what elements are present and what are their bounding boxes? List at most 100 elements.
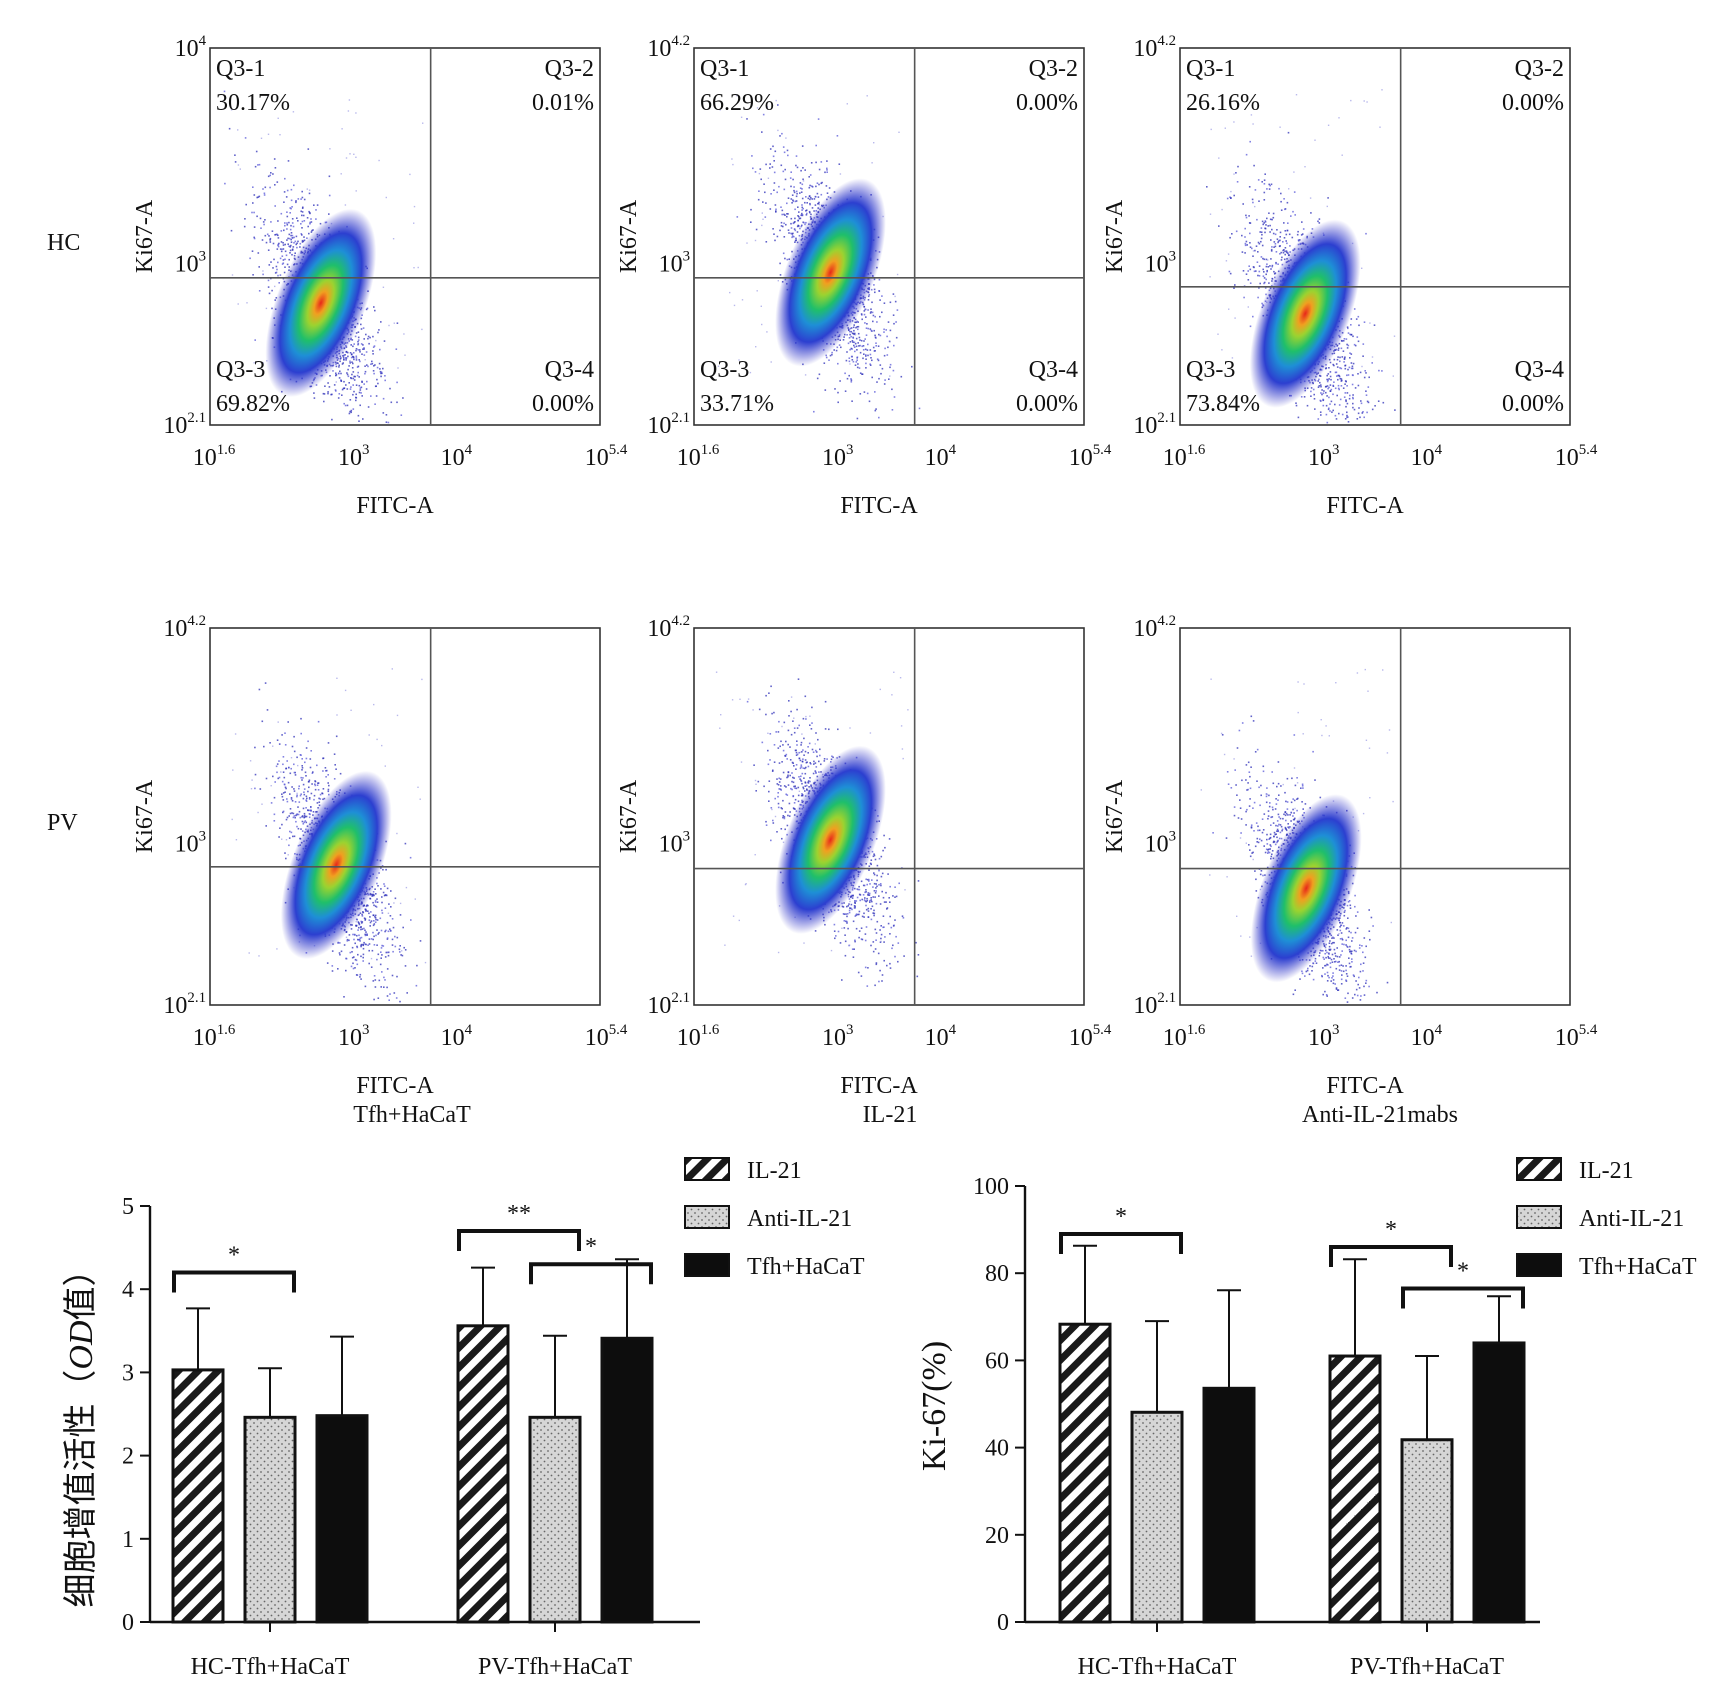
scatter-point xyxy=(849,333,851,336)
scatter-point xyxy=(371,949,374,952)
scatter-outlier xyxy=(1369,322,1371,324)
scatter-point xyxy=(249,257,251,260)
scatter-point xyxy=(350,377,353,380)
scatter-point xyxy=(346,388,349,390)
scatter-point xyxy=(277,274,279,277)
scatter-point xyxy=(1318,378,1320,381)
y-tick-label-exp: 3 xyxy=(199,249,206,265)
scatter-point xyxy=(373,944,376,946)
scatter-outlier xyxy=(760,305,762,307)
scatter-point xyxy=(870,311,872,313)
scatter-point xyxy=(818,168,821,171)
scatter-point xyxy=(333,778,336,780)
x-tick-label-base: 10 xyxy=(1411,445,1435,471)
scatter-point xyxy=(280,241,283,243)
scatter-point xyxy=(1350,334,1352,336)
scatter-point xyxy=(884,347,886,350)
scatter-point xyxy=(1337,356,1339,358)
scatter-point xyxy=(345,350,348,353)
scatter-point xyxy=(1285,233,1288,236)
scatter-point xyxy=(809,203,811,206)
scatter-point xyxy=(1339,377,1342,380)
scatter-point xyxy=(402,397,404,399)
scatter-point xyxy=(351,367,354,369)
scatter-outlier xyxy=(1233,173,1235,175)
scatter-point xyxy=(854,350,856,353)
scatter-point xyxy=(409,856,412,859)
scatter-point xyxy=(340,372,342,375)
scatter-point xyxy=(309,212,311,215)
scatter-point xyxy=(277,237,280,239)
scatter-point xyxy=(243,225,246,228)
scatter-point xyxy=(863,310,866,312)
scatter-point xyxy=(293,750,296,753)
scatter-point xyxy=(301,207,304,209)
scatter-outlier xyxy=(237,164,240,166)
scatter-point xyxy=(1274,245,1277,248)
scatter-point xyxy=(363,383,365,385)
scatter-point xyxy=(311,783,313,785)
scatter-outlier xyxy=(1366,101,1368,103)
scatter-point xyxy=(362,327,365,329)
scatter-point xyxy=(1295,404,1298,407)
scatter-point xyxy=(366,307,369,310)
x-tick-label-base: 10 xyxy=(1069,445,1093,471)
scatter-point xyxy=(1270,239,1272,241)
scatter-point xyxy=(763,183,765,185)
scatter-point xyxy=(797,206,799,208)
scatter-point xyxy=(360,392,362,394)
scatter-point xyxy=(331,950,334,952)
scatter-point xyxy=(1358,407,1360,409)
scatter-point xyxy=(762,201,764,203)
scatter-point xyxy=(874,291,876,294)
y-tick-label: 104.2 xyxy=(1133,33,1176,62)
scatter-point xyxy=(290,241,293,243)
scatter-point xyxy=(804,169,806,171)
scatter-point xyxy=(338,393,341,395)
scatter-point xyxy=(858,345,860,347)
scatter-point xyxy=(305,799,307,801)
scatter-point xyxy=(836,346,839,349)
scatter-point xyxy=(327,392,329,395)
scatter-point xyxy=(1330,400,1333,403)
scatter-point xyxy=(875,342,877,344)
scatter-point xyxy=(285,787,287,790)
scatter-point xyxy=(261,239,264,241)
scatter-point xyxy=(1248,265,1250,267)
scatter-point xyxy=(382,412,385,414)
scatter-point xyxy=(1322,404,1325,407)
scatter-point xyxy=(1352,362,1355,365)
scatter-outlier xyxy=(421,328,423,331)
scatter-point xyxy=(850,330,853,333)
scatter-point xyxy=(1257,179,1260,181)
scatter-outlier xyxy=(733,304,736,307)
scatter-point xyxy=(387,930,390,933)
scatter-point xyxy=(1275,261,1277,264)
scatter-outlier xyxy=(1231,357,1234,359)
scatter-point xyxy=(861,314,863,316)
scatter-outlier xyxy=(353,153,355,155)
scatter-point xyxy=(1287,222,1289,224)
scatter-point xyxy=(273,820,276,822)
scatter-point xyxy=(862,345,865,347)
scatter-point xyxy=(817,196,820,198)
scatter-outlier xyxy=(1224,127,1226,129)
scatter-point xyxy=(780,225,783,227)
scatter-point xyxy=(1261,181,1263,183)
scatter-point xyxy=(327,790,330,793)
scatter-point xyxy=(276,181,279,183)
scatter-point xyxy=(1367,401,1370,404)
scatter-point xyxy=(784,178,787,181)
scatter-point xyxy=(362,348,364,350)
scatter-point xyxy=(1286,201,1289,204)
scatter-point xyxy=(870,288,873,291)
scatter-outlier xyxy=(1221,208,1223,211)
scatter-point xyxy=(865,355,867,357)
scatter-point xyxy=(300,233,303,235)
scatter-point xyxy=(388,903,390,905)
scatter-point xyxy=(813,198,816,200)
quadrant-name: Q3-1 xyxy=(700,56,749,82)
scatter-point xyxy=(773,182,776,184)
scatter-point xyxy=(374,921,377,923)
scatter-point xyxy=(362,418,364,420)
